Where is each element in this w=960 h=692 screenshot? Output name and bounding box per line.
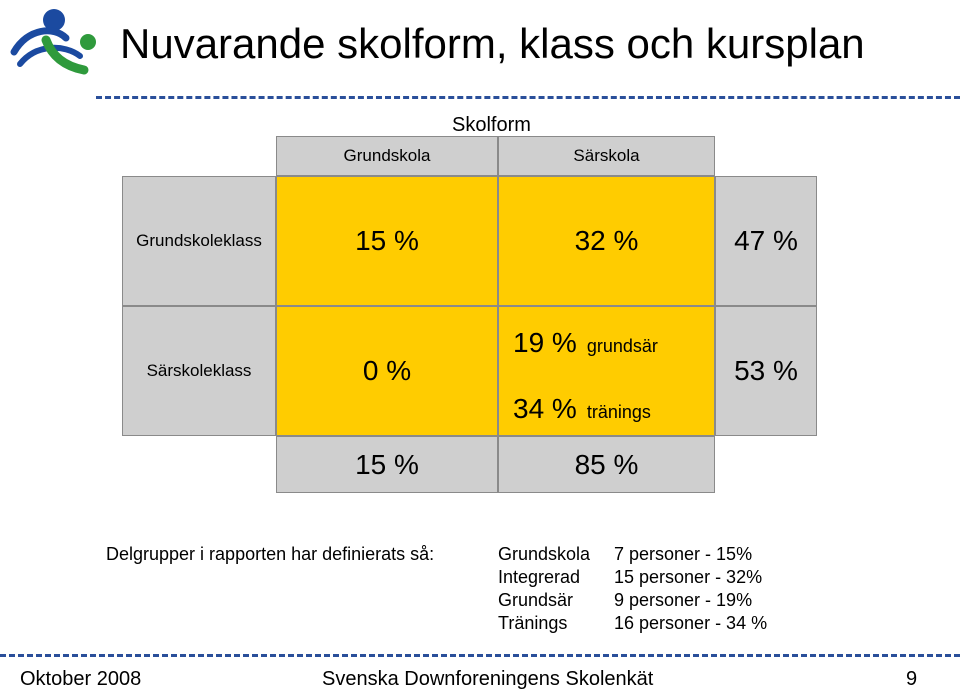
subgroup-grundsar: 19 % grundsär: [513, 327, 658, 359]
footer-organization: Svenska Downforeningens Skolenkät: [322, 668, 654, 690]
col-total-sarskola: 85 %: [498, 436, 715, 493]
row-total-sarskoleklass: 53 %: [715, 306, 817, 436]
group-header-skolform: Skolform: [452, 114, 531, 136]
title-divider: [96, 96, 960, 99]
cell-sarskoleklass-sarskola: 19 % grundsär 34 % tränings: [498, 306, 715, 436]
cell-sarskoleklass-grundskola: 0 %: [276, 306, 498, 436]
slide-title: Nuvarande skolform, klass och kursplan: [120, 20, 865, 67]
grundsar-note: grundsär: [586, 336, 658, 356]
legend-item-desc: 15 personer - 32%: [614, 567, 763, 587]
legend-item-name: Grundskola: [498, 544, 591, 564]
page-number: 9: [906, 668, 918, 690]
legend-item-desc: 16 personer - 34 %: [614, 613, 768, 633]
legend-item-integrerad: Integrerad 15 personer - 32%: [498, 566, 767, 589]
legend-item-desc: 9 personer - 19%: [614, 590, 753, 610]
footer-divider: [0, 654, 960, 657]
tranings-note: tränings: [586, 402, 651, 422]
col-header-sarskola: Särskola: [498, 136, 715, 176]
legend-item-grundsar: Grundsär 9 personer - 19%: [498, 589, 767, 612]
col-total-grundskola: 15 %: [276, 436, 498, 493]
legend-intro: Delgrupper i rapporten har definierats s…: [106, 544, 435, 564]
footer-date: Oktober 2008: [20, 668, 142, 690]
legend-item-tranings: Tränings 16 personer - 34 %: [498, 612, 767, 635]
cell-grundskoleklass-grundskola: 15 %: [276, 176, 498, 306]
row-label-grundskoleklass: Grundskoleklass: [122, 176, 276, 306]
col-header-grundskola: Grundskola: [276, 136, 498, 176]
row-total-grundskoleklass: 47 %: [715, 176, 817, 306]
legend-item-grundskola: Grundskola 7 personer - 15%: [498, 543, 767, 566]
cell-grundskoleklass-sarskola: 32 %: [498, 176, 715, 306]
grundsar-value: 19 %: [513, 327, 577, 358]
legend-item-name: Tränings: [498, 613, 568, 633]
row-label-sarskoleklass: Särskoleklass: [122, 306, 276, 436]
organization-logo-icon: [10, 9, 96, 75]
legend-item-name: Integrerad: [498, 567, 581, 587]
legend-list: Grundskola 7 personer - 15% Integrerad 15 …: [498, 543, 767, 635]
legend-item-desc: 7 personer - 15%: [614, 544, 753, 564]
subgroup-tranings: 34 % tränings: [513, 393, 651, 425]
legend-item-name: Grundsär: [498, 590, 574, 610]
tranings-value: 34 %: [513, 393, 577, 424]
